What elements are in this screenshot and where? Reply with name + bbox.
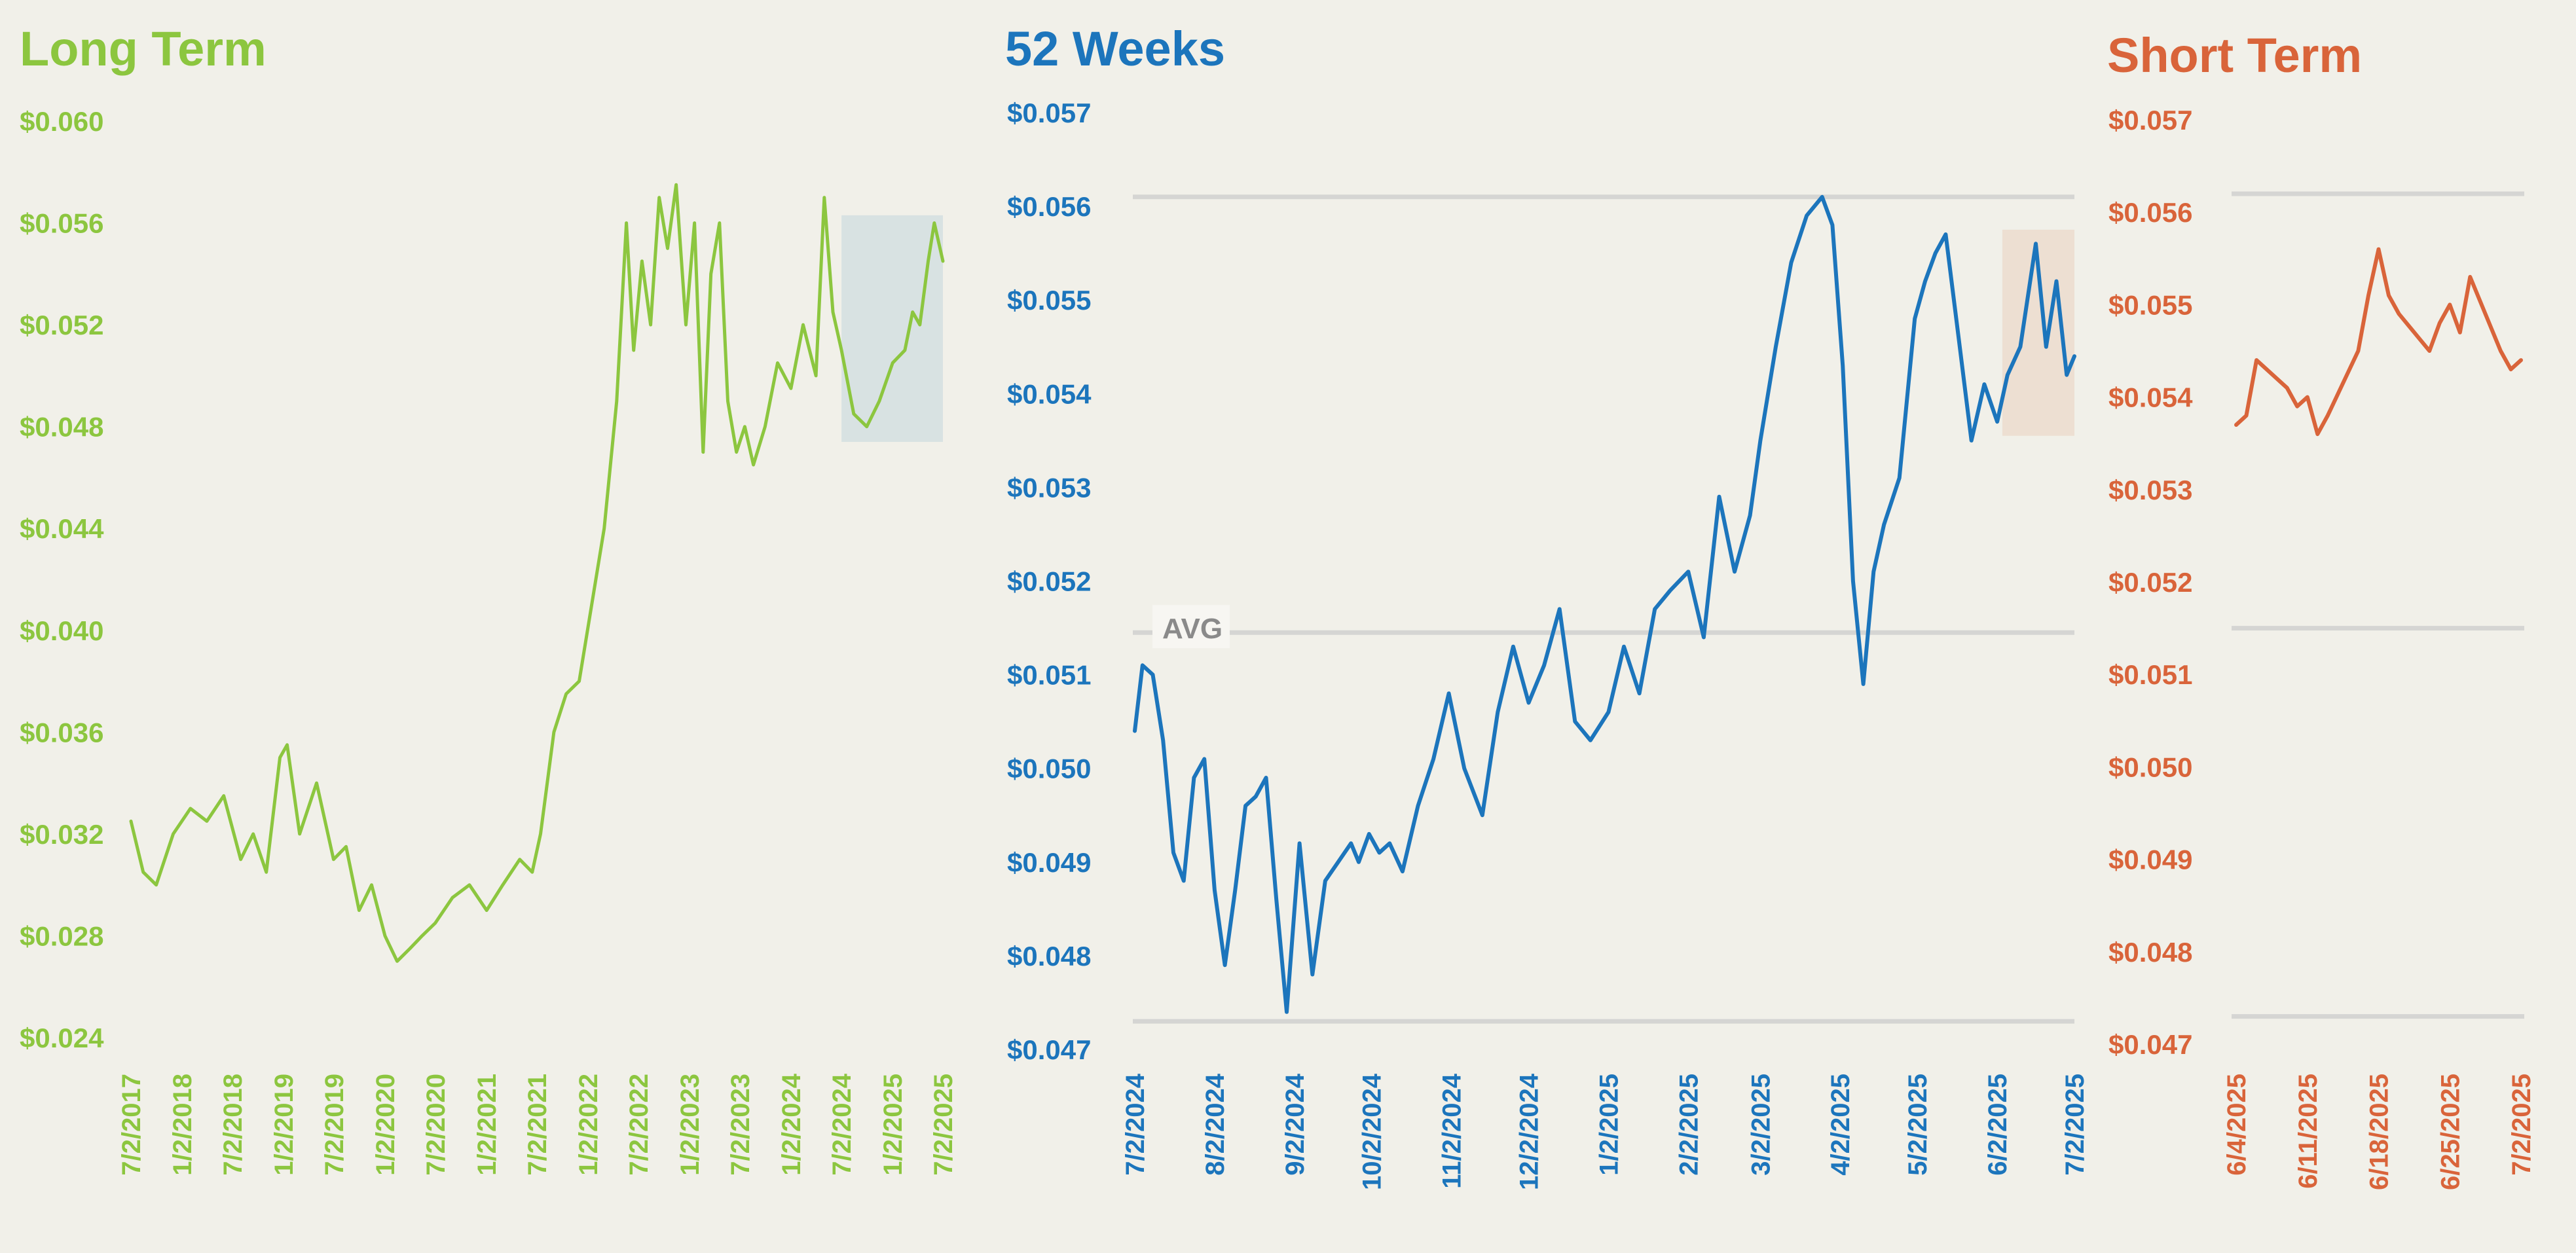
long-y-tick-label: $0.060 [20, 106, 103, 137]
short-x-tick-label: 6/25/2025 [2436, 1074, 2465, 1190]
w52-y-tick-label: $0.055 [1007, 285, 1091, 316]
w52-y-tick-label: $0.050 [1007, 754, 1091, 784]
long-x-tick-label: 1/2/2021 [473, 1074, 502, 1176]
long-y-tick-label: $0.048 [20, 412, 103, 443]
long-x-tick-label: 7/2/2022 [625, 1074, 653, 1176]
long-price-line [129, 183, 945, 963]
w52-y-tick-label: $0.048 [1007, 941, 1091, 972]
long-term-chart: Long Term $0.060 $0.056 $0.052 $0.048 $0.044… [20, 22, 958, 1176]
short-x-tick-label: 6/4/2025 [2222, 1074, 2251, 1176]
long-y-tick-label: $0.040 [20, 615, 103, 646]
w52-x-tick-label: 6/2/2025 [1983, 1074, 2012, 1176]
short-y-tick-label: $0.053 [2108, 475, 2192, 505]
short-term-title: Short Term [2107, 28, 2362, 82]
short-y-tick-label: $0.049 [2108, 844, 2192, 875]
long-y-tick-label: $0.056 [20, 208, 103, 239]
short-x-tick-label: 6/11/2025 [2294, 1074, 2323, 1189]
w52-y-tick-label: $0.053 [1007, 472, 1091, 503]
long-x-tick-label: 1/2/2020 [371, 1074, 400, 1176]
long-x-tick-label: 7/2/2024 [828, 1073, 856, 1175]
w52-y-tick-label: $0.049 [1007, 847, 1091, 878]
long-y-tick-label: $0.032 [20, 819, 103, 850]
short-y-tick-label: $0.055 [2108, 289, 2192, 320]
long-x-tick-label: 7/2/2017 [117, 1074, 146, 1176]
long-y-tick-label: $0.052 [20, 310, 103, 340]
w52-y-tick-label: $0.047 [1007, 1034, 1091, 1065]
short-term-chart: Short Term $0.057 $0.056 $0.055 $0.054 $0.05… [2107, 28, 2536, 1190]
w52-x-tick-label: 4/2/2025 [1826, 1074, 1855, 1176]
w52-y-tick-label: $0.052 [1007, 566, 1091, 597]
w52-x-tick-label: 9/2/2024 [1281, 1073, 1310, 1175]
long-y-tick-label: $0.036 [20, 717, 103, 748]
w52-x-tick-label: 1/2/2025 [1594, 1074, 1623, 1176]
long-x-tick-label: 1/2/2022 [574, 1074, 603, 1176]
short-y-tick-label: $0.057 [2108, 105, 2192, 136]
short-y-tick-label: $0.047 [2108, 1029, 2192, 1060]
long-x-tick-label: 1/2/2019 [270, 1074, 299, 1176]
long-x-tick-label: 7/2/2025 [929, 1074, 958, 1176]
short-y-tick-label: $0.056 [2108, 197, 2192, 228]
w52-x-tick-label: 3/2/2025 [1746, 1074, 1775, 1176]
w52-y-tick-label: $0.057 [1007, 98, 1091, 128]
short-y-tick-label: $0.052 [2108, 567, 2192, 598]
w52-x-tick-label: 7/2/2025 [2061, 1074, 2089, 1176]
short-x-tick-label: 6/18/2025 [2365, 1074, 2394, 1190]
w52-x-tick-label: 12/2/2024 [1515, 1073, 1544, 1190]
w52-price-line [1133, 194, 2076, 1014]
long-x-tick-label: 1/2/2018 [168, 1074, 197, 1176]
short-y-tick-label: $0.051 [2108, 659, 2192, 690]
avg-label: AVG [1162, 613, 1223, 645]
long-y-tick-label: $0.028 [20, 920, 103, 951]
w52-x-tick-label: 8/2/2024 [1201, 1073, 1230, 1175]
w52-y-tick-label: $0.051 [1007, 660, 1091, 691]
long-x-tick-label: 1/2/2024 [777, 1073, 806, 1175]
long-term-title: Long Term [20, 22, 267, 76]
w52-x-tick-label: 11/2/2024 [1438, 1073, 1467, 1188]
long-highlight-region [841, 215, 943, 442]
52-weeks-title: 52 Weeks [1005, 22, 1225, 76]
w52-y-tick-label: $0.056 [1007, 191, 1091, 222]
52-weeks-chart: 52 Weeks AVG $0.057 $0.056 $0.055 $0.054 $0.… [1005, 22, 2089, 1190]
w52-x-tick-label: 2/2/2025 [1674, 1074, 1703, 1176]
w52-x-tick-label: 10/2/2024 [1358, 1073, 1387, 1190]
long-y-tick-label: $0.044 [20, 513, 104, 544]
short-y-tick-label: $0.054 [2108, 382, 2193, 413]
short-y-tick-label: $0.050 [2108, 752, 2192, 782]
long-x-tick-label: 1/2/2023 [676, 1074, 705, 1176]
long-x-tick-label: 7/2/2020 [422, 1074, 451, 1176]
long-x-tick-label: 1/2/2025 [879, 1074, 908, 1176]
short-y-tick-label: $0.048 [2108, 937, 2192, 968]
long-x-tick-label: 7/2/2018 [219, 1074, 248, 1176]
long-x-tick-label: 7/2/2021 [523, 1074, 552, 1176]
w52-x-tick-label: 7/2/2024 [1121, 1073, 1150, 1175]
long-x-tick-label: 7/2/2019 [320, 1074, 349, 1176]
w52-x-tick-label: 5/2/2025 [1904, 1074, 1932, 1176]
long-y-tick-label: $0.024 [20, 1023, 104, 1053]
short-x-tick-label: 7/2/2025 [2507, 1074, 2536, 1176]
short-price-line [2234, 247, 2523, 437]
avg-label-box [1152, 605, 1230, 649]
w52-y-tick-label: $0.054 [1007, 378, 1092, 409]
long-x-tick-label: 7/2/2023 [726, 1074, 755, 1176]
